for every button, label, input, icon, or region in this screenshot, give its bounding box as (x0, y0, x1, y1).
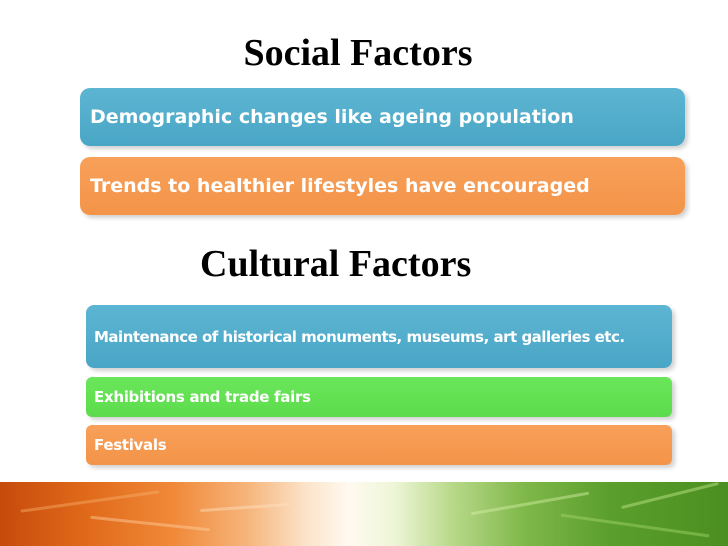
banner-streak (560, 513, 710, 538)
cultural-item-monuments: Maintenance of historical monuments, mus… (86, 305, 672, 368)
cultural-factors-title: Cultural Factors (200, 243, 472, 285)
decorative-banner-image (0, 482, 728, 546)
banner-streak (200, 502, 290, 513)
cultural-item-label: Festivals (94, 436, 167, 454)
social-item-healthier-lifestyles: Trends to healthier lifestyles have enco… (80, 157, 685, 215)
banner-streak (20, 490, 160, 513)
social-item-demographic: Demographic changes like ageing populati… (80, 88, 685, 146)
cultural-item-exhibitions: Exhibitions and trade fairs (86, 377, 672, 417)
banner-streak (470, 491, 590, 516)
social-item-label: Demographic changes like ageing populati… (90, 106, 574, 128)
banner-streak (621, 482, 719, 510)
cultural-item-label: Maintenance of historical monuments, mus… (94, 327, 625, 346)
social-item-label: Trends to healthier lifestyles have enco… (90, 175, 590, 197)
banner-streak (90, 515, 210, 532)
cultural-item-label: Exhibitions and trade fairs (94, 388, 311, 406)
cultural-item-festivals: Festivals (86, 425, 672, 465)
social-factors-title: Social Factors (243, 32, 473, 74)
